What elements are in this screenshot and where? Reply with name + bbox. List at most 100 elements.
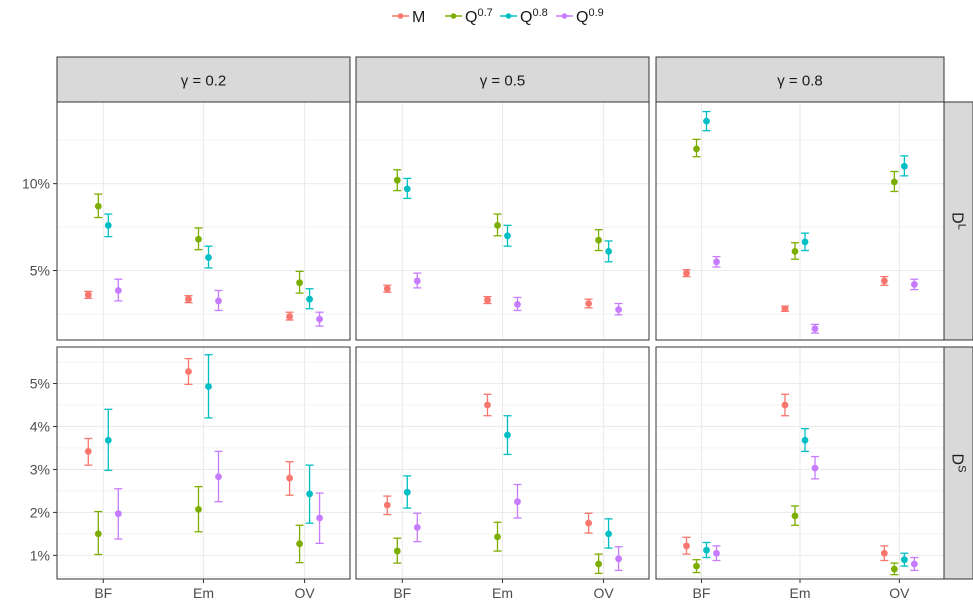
point-q09-em: [214, 289, 223, 312]
legend-label-sup: 0.9: [588, 7, 603, 19]
x-tick-label: BF: [94, 585, 112, 601]
point-q09-bf: [114, 488, 123, 540]
point-m-em: [781, 393, 789, 417]
row-strip-label-sup: L: [956, 224, 968, 230]
row-strip-label: DS: [949, 454, 968, 473]
x-tick-label: BF: [693, 585, 711, 601]
point-q08-ov: [604, 518, 613, 549]
legend-label: M: [412, 9, 425, 26]
data-point: [791, 512, 799, 520]
point-q09-ov: [315, 311, 324, 327]
legend-label: Q0.8: [520, 7, 548, 26]
point-q09-ov: [315, 492, 324, 544]
data-point: [683, 542, 690, 550]
data-point: [595, 560, 602, 568]
data-point: [286, 474, 293, 482]
data-point: [484, 296, 491, 304]
panel-r2-c3: BF Em OV: [655, 346, 945, 601]
panel-r1-c3: [655, 101, 945, 341]
point-q08-em: [204, 245, 213, 269]
column-strip: γ = 0.8: [655, 56, 945, 103]
legend-item-q07: Q0.7: [445, 7, 493, 26]
point-q07-ov: [594, 229, 603, 252]
data-point: [205, 254, 212, 261]
x-tick-label: OV: [593, 585, 614, 601]
data-point: [791, 248, 799, 255]
panel-border: [56, 101, 351, 341]
data-point: [703, 117, 710, 125]
data-point: [514, 300, 521, 308]
point-m-ov: [880, 545, 889, 562]
data-point: [801, 238, 809, 246]
data-point: [890, 178, 898, 186]
panel-border: [655, 101, 945, 341]
legend-key-point: [450, 13, 457, 19]
row-strip: DL: [943, 101, 973, 341]
point-m-em: [184, 357, 193, 386]
data-point: [494, 221, 501, 229]
point-q08-bf: [702, 110, 711, 132]
data-point: [104, 436, 112, 444]
data-point: [413, 277, 421, 285]
panel-r2-c1: 1% 2% 3% 4% 5% BF Em OV: [30, 346, 351, 601]
point-q07-ov: [890, 562, 899, 576]
data-point: [403, 488, 411, 496]
data-point: [910, 560, 918, 568]
data-point: [910, 281, 918, 288]
legend: M Q0.7 Q0.8 Q0.9: [392, 7, 604, 26]
panel-r1-c1: 5% 10%: [22, 101, 351, 341]
data-point: [900, 162, 908, 170]
data-point: [296, 279, 303, 287]
data-point: [693, 562, 700, 570]
data-point: [114, 287, 122, 294]
data-point: [693, 145, 700, 153]
data-point: [316, 315, 323, 323]
point-q08-ov: [900, 155, 909, 177]
column-strip-bg: [655, 56, 945, 103]
column-strip: γ = 0.2: [56, 56, 351, 103]
point-q08-bf: [104, 213, 113, 238]
data-point: [713, 549, 720, 557]
data-point: [514, 498, 521, 506]
panel-border: [355, 101, 650, 341]
point-q09-ov: [614, 302, 623, 316]
point-q08-ov: [900, 552, 909, 567]
data-point: [393, 547, 401, 555]
point-q09-ov: [910, 556, 919, 572]
point-q07-em: [791, 242, 799, 260]
row-strip-label: DL: [949, 212, 968, 230]
point-q07-bf: [393, 169, 402, 192]
point-q07-ov: [890, 170, 899, 193]
data-point: [413, 524, 421, 531]
data-point: [215, 473, 222, 481]
data-point: [84, 291, 92, 299]
point-q09-em: [811, 455, 819, 480]
data-point: [114, 510, 122, 518]
point-q07-em: [194, 485, 203, 533]
legend-item-q09: Q0.9: [556, 7, 604, 26]
y-tick-label: 5%: [30, 263, 50, 279]
x-tick-label: BF: [393, 585, 411, 601]
data-point: [185, 295, 192, 303]
data-point: [811, 325, 819, 333]
data-point: [94, 202, 102, 210]
point-q07-ov: [295, 270, 304, 294]
point-q08-ov: [305, 288, 314, 310]
point-m-ov: [285, 311, 294, 321]
legend-label-sup: 0.7: [477, 7, 492, 19]
data-point: [595, 236, 602, 244]
point-m-em: [483, 295, 492, 305]
data-point: [781, 401, 789, 409]
point-q09-bf: [712, 255, 721, 268]
data-point: [605, 248, 612, 255]
y-tick-label: 4%: [30, 418, 50, 434]
legend-label-base: Q: [520, 9, 532, 26]
data-point: [605, 530, 612, 538]
point-q07-bf: [692, 138, 701, 158]
point-q07-em: [791, 505, 799, 526]
point-q08-em: [204, 354, 213, 419]
point-q08-bf: [702, 541, 711, 559]
point-q09-bf: [413, 272, 422, 289]
point-q08-em: [503, 224, 512, 247]
point-m-bf: [383, 284, 392, 293]
